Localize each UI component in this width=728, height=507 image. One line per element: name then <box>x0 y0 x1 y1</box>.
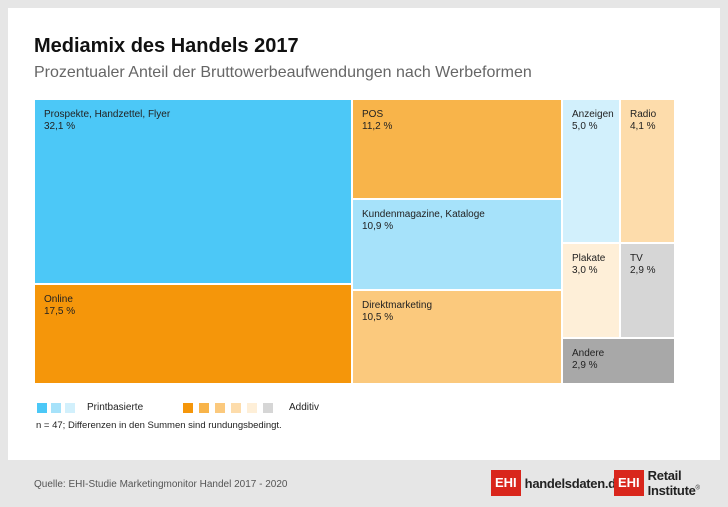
tile-label: Andere <box>572 348 605 359</box>
chart-title: Mediamix des Handels 2017 <box>34 35 299 57</box>
tile-kundenmagazine-kataloge: Kundenmagazine, Kataloge 10,9 % <box>353 200 563 291</box>
tile-value: 3,0 % <box>572 265 598 276</box>
footnote: n = 47; Differenzen in den Summen sind r… <box>36 420 282 431</box>
tile-online: Online 17,5 % <box>35 285 353 385</box>
tile-prospekte-handzettel-flyer: Prospekte, Handzettel, Flyer 32,1 % <box>35 100 353 285</box>
tile-label: Kundenmagazine, Kataloge <box>362 209 485 220</box>
tile-radio: Radio 4,1 % <box>621 100 676 244</box>
legend-swatch-print <box>65 403 75 413</box>
tile-andere: Andere 2,9 % <box>563 339 676 385</box>
legend-swatch-additive <box>183 403 193 413</box>
legend-swatch-additive <box>247 403 257 413</box>
legend-label-print: Printbasierte <box>87 402 144 413</box>
tile-plakate: Plakate 3,0 % <box>563 244 621 339</box>
tile-label: Plakate <box>572 253 606 264</box>
tile-value: 17,5 % <box>44 306 76 317</box>
tile-tv: TV 2,9 % <box>621 244 676 339</box>
source-text: Quelle: EHI-Studie Marketingmonitor Hand… <box>34 479 288 490</box>
legend-swatch-print <box>37 403 47 413</box>
registered-mark: ® <box>695 485 700 492</box>
treemap: Prospekte, Handzettel, Flyer 32,1 % Online… <box>35 100 676 385</box>
tile-label: Anzeigen <box>572 109 614 120</box>
tile-value: 4,1 % <box>630 121 656 132</box>
handelsdaten-logo[interactable]: EHI handelsdaten.de <box>491 470 623 496</box>
tile-value: 2,9 % <box>630 265 656 276</box>
tile-value: 2,9 % <box>572 360 598 371</box>
ehi-retail-logo-box: EHI <box>614 470 644 496</box>
legend-swatch-additive <box>231 403 241 413</box>
tile-value: 11,2 % <box>362 121 393 132</box>
ehi-retail-logo-text: Retail Institute® <box>648 468 728 498</box>
chart-subtitle: Prozentualer Anteil der Bruttowerbeaufwe… <box>34 64 532 81</box>
legend-swatch-additive <box>263 403 273 413</box>
tile-value: 32,1 % <box>44 121 76 132</box>
legend-label-additive: Additiv <box>289 402 320 413</box>
tile-label: TV <box>630 253 643 264</box>
handelsdaten-logo-text: handelsdaten.de <box>524 475 623 491</box>
tile-label: Prospekte, Handzettel, Flyer <box>44 109 171 120</box>
tile-label: Radio <box>630 109 657 120</box>
handelsdaten-logo-box: EHI <box>491 470 521 496</box>
ehi-retail-logo-name: Retail Institute <box>647 468 696 498</box>
tile-value: 10,5 % <box>362 312 394 323</box>
tile-anzeigen: Anzeigen 5,0 % <box>563 100 621 244</box>
legend-swatch-additive <box>199 403 209 413</box>
ehi-retail-logo[interactable]: EHI Retail Institute® <box>614 468 728 498</box>
legend-swatch-additive <box>215 403 225 413</box>
tile-direktmarketing: Direktmarketing 10,5 % <box>353 291 563 385</box>
legend-swatch-print <box>51 403 61 413</box>
tile-value: 10,9 % <box>362 221 394 232</box>
tile-label: Online <box>44 294 73 305</box>
tile-value: 5,0 % <box>572 121 598 132</box>
tile-label: POS <box>362 109 384 120</box>
tile-pos: POS 11,2 % <box>353 100 563 200</box>
tile-label: Direktmarketing <box>362 300 433 311</box>
